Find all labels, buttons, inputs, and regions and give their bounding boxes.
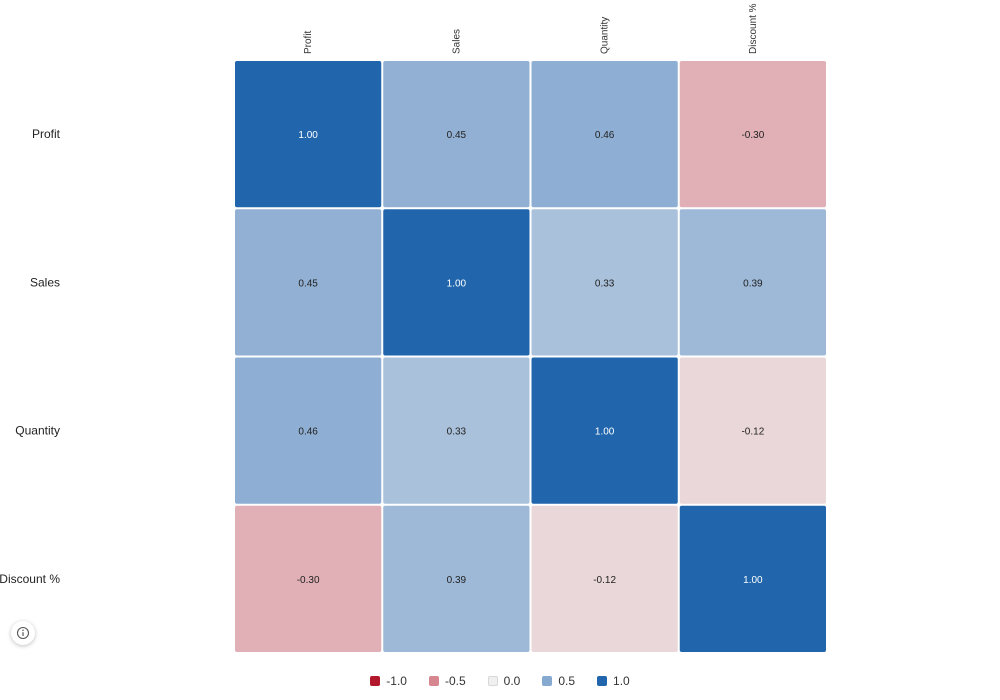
cell-value-label-profit-profit: 1.00 — [298, 130, 318, 141]
heatmap-cell-quantity-quantity[interactable] — [531, 357, 678, 504]
heatmap-cell-profit-profit[interactable] — [235, 61, 382, 208]
legend-label: 0.5 — [558, 674, 576, 688]
heatmap-cell-discount-pct-discount-pct[interactable] — [679, 505, 826, 652]
legend-item-2: 0.0 — [487, 674, 521, 688]
color-legend: -1.0 -0.5 0.0 0.5 1.0 — [0, 671, 1000, 691]
cell-value-label-discount-pct-profit: -0.30 — [297, 575, 320, 586]
x-axis-labels: Profit Sales Quantity Discount % — [303, 3, 759, 54]
correlation-heatmap: Profit Sales Quantity Discount % Profit Sale… — [0, 3, 826, 652]
y-tick-label-profit: Profit — [32, 127, 61, 141]
legend-swatch — [428, 676, 439, 686]
legend-item-4: 1.0 — [597, 674, 630, 688]
legend-swatch — [597, 676, 608, 686]
legend-item-0: -1.0 — [370, 674, 407, 688]
cell-value-label-profit-sales: 0.45 — [447, 130, 467, 141]
legend-label: 1.0 — [613, 674, 630, 688]
cell-value-label-quantity-sales: 0.33 — [447, 427, 467, 438]
heatmap-cell-quantity-sales[interactable] — [383, 357, 530, 504]
y-axis-labels: Profit Sales Quantity Discount % — [0, 127, 61, 586]
heatmap-cell-discount-pct-sales[interactable] — [383, 505, 530, 652]
heatmap-cell-profit-sales[interactable] — [383, 61, 530, 208]
y-tick-label-discount-pct: Discount % — [0, 572, 60, 586]
cell-value-label-profit-quantity: 0.46 — [595, 130, 615, 141]
x-tick-label-profit: Profit — [303, 30, 314, 54]
cell-value-label-sales-discount-pct: 0.39 — [743, 278, 763, 289]
legend-swatch — [542, 676, 553, 686]
heatmap-cell-sales-sales[interactable] — [383, 209, 530, 356]
heatmap-cell-profit-discount-pct[interactable] — [679, 61, 826, 208]
cell-value-label-discount-pct-discount-pct: 1.00 — [743, 575, 763, 586]
cell-value-label-discount-pct-quantity: -0.12 — [593, 575, 616, 586]
x-tick-label-sales: Sales — [451, 29, 462, 54]
legend-swatch — [487, 676, 498, 686]
cell-value-label-quantity-discount-pct: -0.12 — [741, 427, 764, 438]
cell-value-label-quantity-quantity: 1.00 — [595, 427, 615, 438]
cell-value-label-sales-sales: 1.00 — [447, 278, 467, 289]
y-tick-label-sales: Sales — [30, 275, 60, 289]
heatmap-cell-quantity-discount-pct[interactable] — [679, 357, 826, 504]
legend-label: 0.0 — [503, 674, 521, 688]
info-button[interactable] — [11, 621, 35, 645]
cell-value-label-sales-profit: 0.45 — [298, 278, 318, 289]
heatmap-cell-sales-profit[interactable] — [235, 209, 382, 356]
legend-label: -1.0 — [386, 674, 407, 688]
cell-value-label-quantity-profit: 0.46 — [298, 427, 318, 438]
info-circle-icon — [16, 626, 30, 640]
legend-swatch — [370, 676, 381, 686]
heatmap-cell-sales-quantity[interactable] — [531, 209, 678, 356]
cell-value-label-profit-discount-pct: -0.30 — [741, 130, 764, 141]
heatmap-cell-sales-discount-pct[interactable] — [679, 209, 826, 356]
legend-item-1: -0.5 — [428, 674, 466, 688]
legend-label: -0.5 — [444, 674, 466, 688]
heatmap-cell-discount-pct-quantity[interactable] — [531, 505, 678, 652]
y-tick-label-quantity: Quantity — [15, 424, 60, 438]
heatmap-cells: 1.00 0.45 0.46 -0.30 0.45 1.00 0.33 0.39 0.46 0.3… — [235, 61, 826, 652]
legend-item-3: 0.5 — [542, 674, 575, 688]
heatmap-cell-quantity-profit[interactable] — [235, 357, 382, 504]
heatmap-cell-discount-pct-profit[interactable] — [235, 505, 382, 652]
cell-value-label-sales-quantity: 0.33 — [595, 278, 615, 289]
cell-value-label-discount-pct-sales: 0.39 — [447, 575, 467, 586]
heatmap-cell-profit-quantity[interactable] — [531, 61, 678, 208]
x-tick-label-discount-pct: Discount % — [748, 3, 759, 54]
x-tick-label-quantity: Quantity — [600, 17, 611, 54]
